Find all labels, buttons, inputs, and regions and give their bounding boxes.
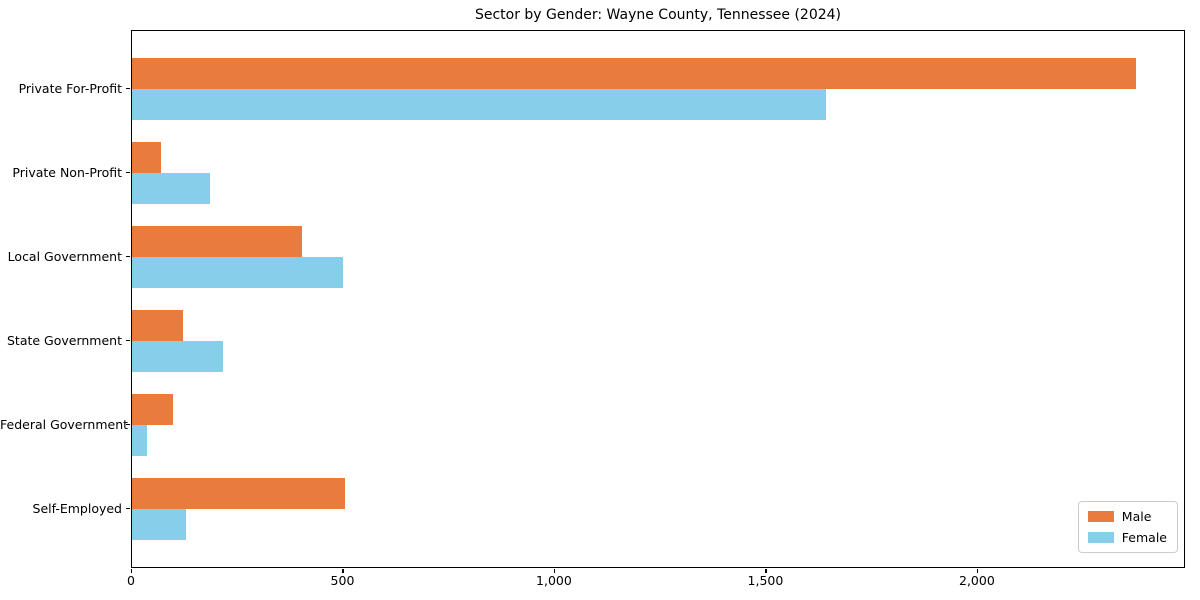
legend-swatch-female — [1087, 532, 1114, 543]
bar-male-0 — [132, 58, 1136, 89]
bar-male-2 — [132, 226, 302, 257]
y-tick-mark — [126, 508, 130, 510]
y-tick-mark — [126, 172, 130, 174]
x-tick-label: 500 — [330, 573, 355, 588]
bar-female-3 — [132, 341, 223, 372]
plot-area: Male Female — [131, 30, 1185, 568]
legend-item-female: Female — [1087, 530, 1167, 545]
y-tick-mark — [126, 340, 130, 342]
y-category-label: Self-Employed — [32, 501, 122, 516]
x-tick-label: 1,000 — [536, 573, 572, 588]
chart-title: Sector by Gender: Wayne County, Tennesse… — [474, 7, 842, 23]
bar-female-0 — [132, 89, 827, 120]
y-tick-mark — [126, 88, 130, 90]
x-tick-label: 0 — [127, 573, 135, 588]
bar-male-1 — [132, 142, 162, 173]
x-tick-mark — [553, 569, 556, 573]
legend-label-male: Male — [1121, 509, 1152, 524]
bar-female-1 — [132, 173, 210, 204]
x-axis-tick-labels: 0 500 1,000 1,500 2,000 — [127, 573, 1185, 593]
legend-swatch-male — [1087, 511, 1114, 522]
y-category-label: State Government — [6, 333, 122, 348]
y-category-label: Federal Government — [0, 417, 129, 432]
x-tick-mark — [131, 569, 133, 573]
bar-male-3 — [132, 310, 184, 341]
bar-male-5 — [132, 478, 346, 509]
legend: Male Female — [1077, 501, 1178, 553]
y-category-label: Local Government — [7, 249, 122, 264]
y-tick-mark — [126, 256, 130, 258]
bar-female-2 — [132, 257, 344, 288]
x-tick-mark — [765, 569, 767, 573]
x-tick-label: 2,000 — [959, 573, 995, 588]
x-tick-label: 1,500 — [747, 573, 784, 588]
y-tick-mark — [126, 424, 130, 426]
y-axis-category-labels: Private For-Profit Private Non-Profit Loca… — [0, 30, 129, 568]
x-tick-mark — [342, 569, 344, 573]
y-category-label: Private For-Profit — [18, 81, 122, 96]
bar-female-5 — [132, 509, 187, 540]
x-tick-mark — [976, 569, 979, 573]
y-category-label: Private Non-Profit — [12, 165, 122, 180]
bar-female-4 — [132, 425, 148, 456]
bar-male-4 — [132, 394, 173, 425]
legend-label-female: Female — [1121, 530, 1167, 545]
legend-item-male: Male — [1087, 509, 1167, 524]
